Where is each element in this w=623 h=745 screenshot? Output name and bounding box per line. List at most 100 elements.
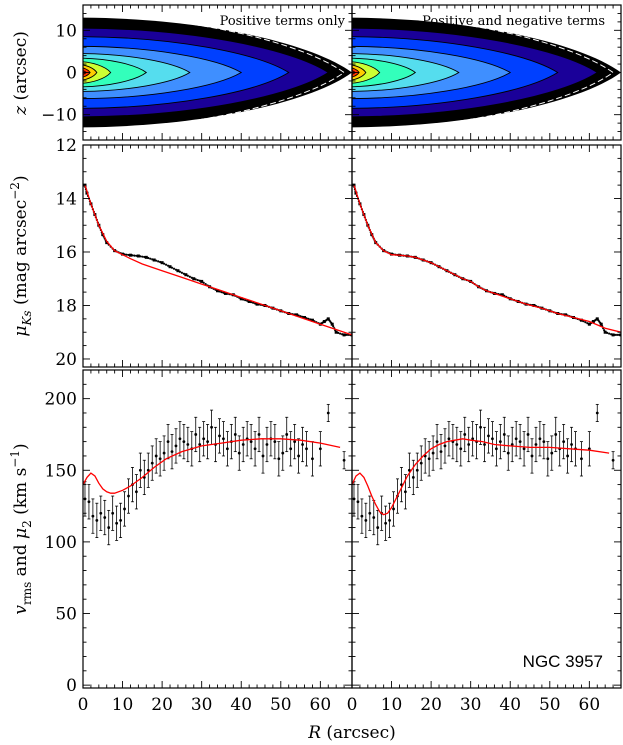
left-title: Positive terms only bbox=[220, 14, 346, 29]
x-tick-label: 20 bbox=[151, 695, 173, 715]
middle-right-profile-panel bbox=[352, 183, 621, 337]
velocity-data-point bbox=[611, 458, 615, 462]
velocity-data-point bbox=[257, 433, 261, 436]
ylabel-bottom: vrms and μ2 (km s−1) bbox=[8, 443, 34, 614]
velocity-data-point bbox=[570, 443, 573, 446]
velocity-data-point bbox=[595, 411, 599, 415]
velocity-data-point bbox=[297, 454, 300, 458]
velocity-data-point bbox=[530, 454, 534, 458]
velocity-data-point bbox=[202, 437, 206, 441]
velocity-data-point bbox=[364, 519, 368, 522]
velocity-data-point bbox=[580, 457, 583, 461]
velocity-data-point bbox=[471, 437, 475, 441]
y-tick-label: 18 bbox=[55, 296, 77, 316]
profile-data-point bbox=[610, 333, 613, 336]
velocity-model-line bbox=[352, 438, 610, 516]
profile-data-point bbox=[160, 261, 164, 265]
x-tick-label: 10 bbox=[112, 695, 134, 715]
profile-data-point bbox=[147, 256, 150, 260]
profile-data-point bbox=[322, 320, 326, 324]
profile-data-point bbox=[619, 333, 621, 337]
velocity-data-point bbox=[542, 440, 546, 444]
x-tick-label: 50 bbox=[270, 695, 292, 715]
velocity-data-point bbox=[194, 433, 198, 436]
profile-data-point bbox=[159, 260, 162, 264]
profile-model-line bbox=[353, 184, 621, 333]
y-tick-label: 100 bbox=[45, 533, 77, 553]
profile-data-point bbox=[200, 279, 204, 283]
velocity-data-point bbox=[261, 454, 265, 458]
y-tick-label: 10 bbox=[55, 21, 77, 41]
velocity-data-point bbox=[237, 451, 241, 455]
velocity-data-point bbox=[502, 433, 506, 436]
profile-data-point bbox=[198, 279, 201, 282]
profile-data-point bbox=[615, 333, 619, 337]
profile-data-point bbox=[255, 302, 259, 306]
profile-data-point bbox=[326, 318, 329, 321]
profile-data-point bbox=[500, 293, 504, 297]
profile-data-point bbox=[339, 332, 342, 335]
velocity-data-point bbox=[162, 451, 166, 455]
velocity-data-point bbox=[87, 500, 91, 504]
velocity-data-point bbox=[479, 425, 482, 429]
velocity-data-point bbox=[99, 511, 103, 515]
profile-data-point bbox=[344, 333, 348, 337]
profile-data-point bbox=[192, 277, 196, 281]
profile-data-point bbox=[151, 258, 154, 261]
velocity-data-point bbox=[510, 443, 514, 446]
velocity-data-point bbox=[447, 437, 451, 441]
velocity-data-point bbox=[249, 440, 253, 444]
velocity-data-point bbox=[546, 457, 550, 461]
velocity-data-point bbox=[305, 447, 308, 451]
x-tick-label: 0 bbox=[347, 695, 358, 715]
model-contour-outline bbox=[83, 15, 345, 130]
profile-data-point bbox=[247, 299, 251, 303]
velocity-data-point bbox=[404, 490, 407, 494]
velocity-data-point bbox=[435, 440, 439, 444]
velocity-model-line bbox=[83, 438, 341, 494]
velocity-data-point bbox=[550, 451, 554, 455]
x-tick-label: 40 bbox=[230, 695, 252, 715]
velocity-data-point bbox=[368, 511, 372, 515]
x-tick-label: 60 bbox=[579, 695, 601, 715]
profile-data-point bbox=[133, 254, 136, 257]
y-tick-label: −10 bbox=[41, 106, 77, 126]
profile-data-point bbox=[330, 322, 334, 326]
velocity-data-point bbox=[311, 457, 314, 461]
top-right-contour-panel bbox=[352, 15, 621, 130]
profile-data-point bbox=[135, 254, 138, 257]
profile-data-point bbox=[606, 331, 609, 334]
velocity-data-point bbox=[356, 500, 360, 504]
y-tick-label: 0 bbox=[66, 676, 77, 696]
velocity-data-point bbox=[265, 443, 269, 446]
profile-data-point bbox=[322, 321, 325, 324]
profile-data-point bbox=[595, 317, 599, 321]
profile-data-point bbox=[128, 253, 132, 257]
profile-data-point bbox=[182, 272, 185, 275]
velocity-data-point bbox=[218, 434, 221, 438]
profile-data-point bbox=[603, 330, 607, 334]
profile-data-point bbox=[216, 289, 219, 293]
profile-data-point bbox=[342, 333, 346, 337]
velocity-data-point bbox=[587, 447, 591, 451]
profile-data-point bbox=[196, 278, 199, 282]
profile-data-point bbox=[611, 333, 615, 337]
profile-data-point bbox=[105, 241, 109, 245]
velocity-data-point bbox=[206, 440, 210, 444]
profile-data-point bbox=[330, 321, 333, 324]
velocity-data-point bbox=[372, 516, 376, 519]
velocity-data-point bbox=[467, 443, 471, 446]
profile-data-point bbox=[157, 260, 160, 263]
velocity-data-point bbox=[91, 514, 95, 518]
velocity-data-point bbox=[285, 433, 289, 436]
profile-data-point bbox=[599, 321, 602, 324]
velocity-data-point bbox=[253, 447, 257, 451]
velocity-data-point bbox=[360, 514, 364, 518]
velocity-data-point bbox=[158, 457, 162, 461]
velocity-data-point bbox=[174, 444, 178, 448]
velocity-data-point bbox=[135, 490, 138, 494]
profile-data-point bbox=[139, 255, 142, 258]
velocity-data-point bbox=[483, 443, 486, 446]
x-tick-label: 20 bbox=[420, 695, 442, 715]
